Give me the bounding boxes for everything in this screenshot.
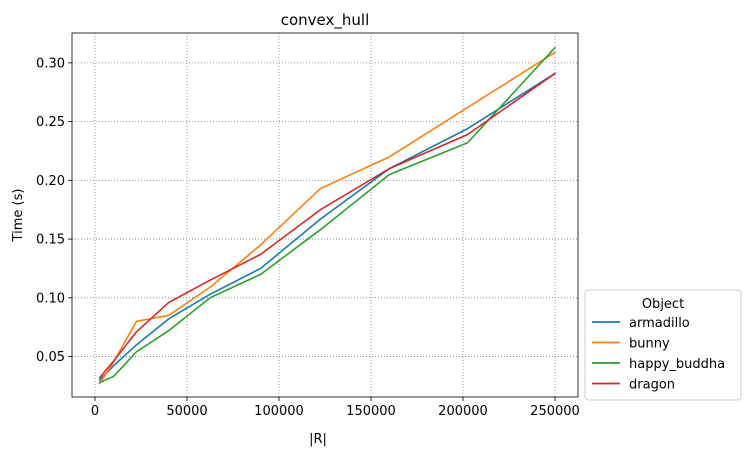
legend-label-armadillo: armadillo bbox=[629, 316, 690, 331]
legend-label-dragon: dragon bbox=[629, 378, 675, 393]
series-line-bunny bbox=[98, 51, 556, 385]
y-axis-ticks: 0.05 0.10 0.15 0.20 0.25 0.30 bbox=[36, 56, 72, 365]
y-axis-label: Time (s) bbox=[11, 189, 26, 243]
x-tick-label: 0 bbox=[91, 404, 99, 419]
y-tick-label: 0.25 bbox=[36, 115, 65, 130]
x-tick-label: 50000 bbox=[166, 404, 207, 419]
series-line-armadillo bbox=[98, 72, 556, 381]
series-line-happy_buddha bbox=[98, 46, 556, 384]
x-tick-label: 200000 bbox=[438, 404, 488, 419]
chart-title: convex_hull bbox=[281, 11, 370, 30]
grid-lines bbox=[72, 33, 578, 397]
series-line-dragon bbox=[98, 72, 556, 379]
y-tick-label: 0.10 bbox=[36, 291, 65, 306]
y-tick-label: 0.05 bbox=[36, 350, 65, 365]
plot-frame bbox=[71, 32, 579, 398]
legend-title: Object bbox=[642, 297, 684, 312]
legend-label-bunny: bunny bbox=[629, 337, 670, 352]
y-tick-label: 0.30 bbox=[36, 56, 65, 71]
series-lines bbox=[98, 46, 556, 385]
x-tick-label: 100000 bbox=[254, 404, 304, 419]
axes bbox=[71, 32, 579, 398]
x-tick-label: 250000 bbox=[530, 404, 580, 419]
y-tick-label: 0.20 bbox=[36, 174, 65, 189]
x-axis-label: |R| bbox=[309, 432, 327, 447]
x-axis-ticks: 0 50000 100000 150000 200000 250000 bbox=[91, 397, 580, 419]
legend-box bbox=[584, 289, 742, 401]
legend-label-happy_buddha: happy_buddha bbox=[629, 357, 725, 372]
y-tick-label: 0.15 bbox=[36, 233, 65, 248]
x-tick-label: 150000 bbox=[346, 404, 396, 419]
